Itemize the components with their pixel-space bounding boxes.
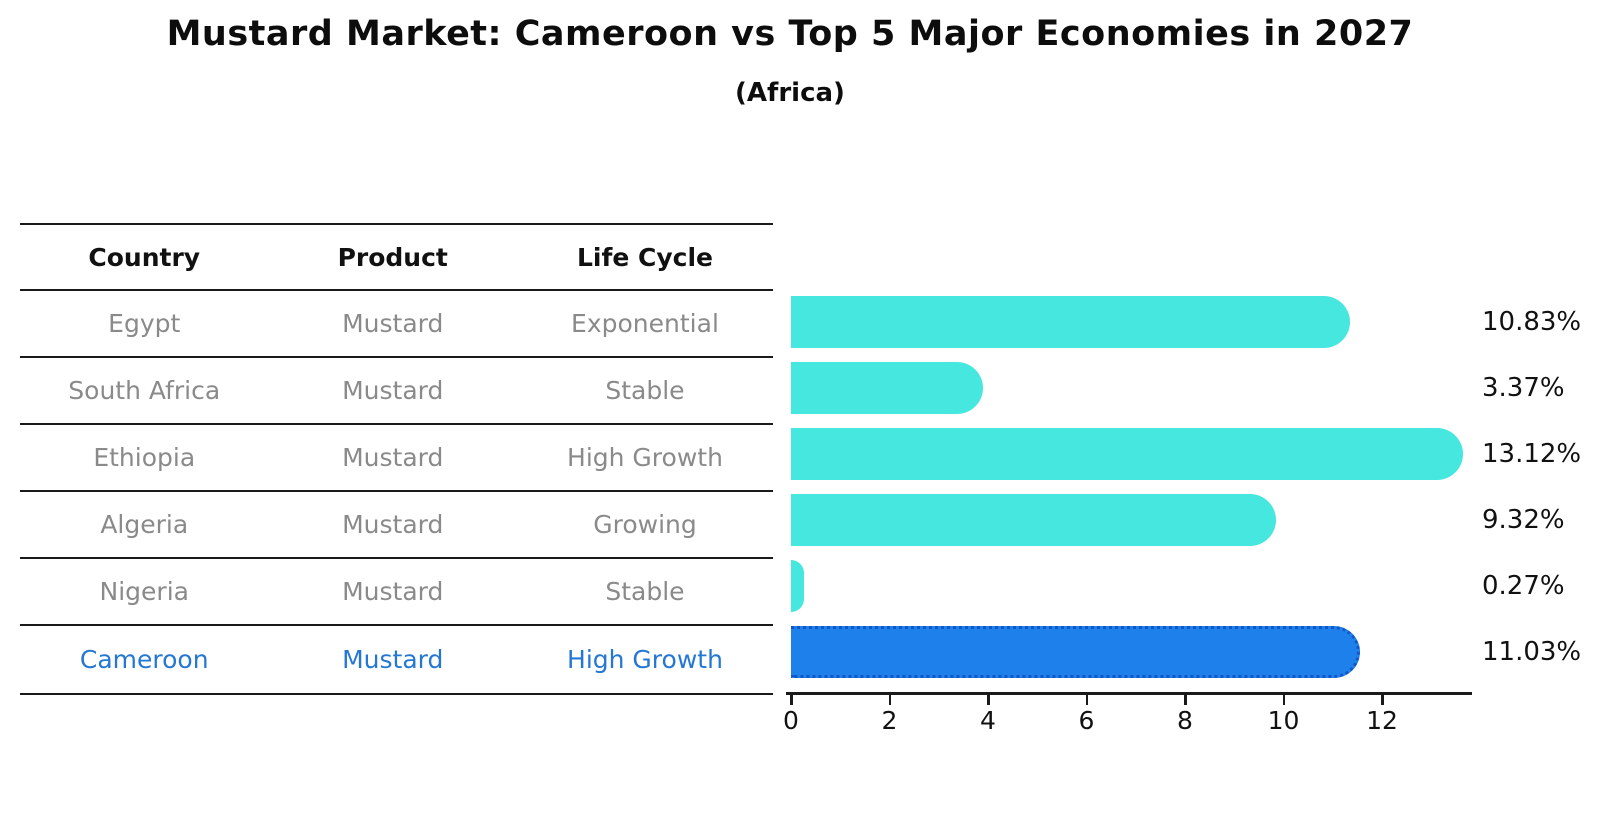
x-axis-tick-label: 6 xyxy=(1078,706,1095,735)
bar-nigeria xyxy=(791,560,805,612)
cell-product: Mustard xyxy=(342,510,444,539)
bar-south-africa xyxy=(791,362,983,414)
cell-product: Mustard xyxy=(342,309,444,338)
cell-country: South Africa xyxy=(68,376,221,405)
table-row-algeria: Algeria Mustard Growing xyxy=(20,492,773,559)
x-axis-tick-label: 4 xyxy=(980,706,996,735)
bar-value-label: 13.12% xyxy=(1482,439,1582,469)
x-axis-tick xyxy=(1381,695,1384,705)
bar-value-label: 9.32% xyxy=(1482,505,1565,535)
cell-country: Egypt xyxy=(108,309,181,338)
cell-country: Nigeria xyxy=(99,577,189,606)
table-row-ethiopia: Ethiopia Mustard High Growth xyxy=(20,425,773,492)
header-cell-life-cycle: Life Cycle xyxy=(576,242,713,272)
x-axis-tick xyxy=(1282,695,1285,705)
table-row-nigeria: Nigeria Mustard Stable xyxy=(20,559,773,626)
x-axis-tick-label: 12 xyxy=(1366,706,1398,735)
x-axis-tick xyxy=(1085,695,1088,705)
table-header-row: Country Product Life Cycle xyxy=(20,225,773,291)
bar-value-label: 0.27% xyxy=(1482,571,1565,601)
x-axis-tick-label: 0 xyxy=(783,706,799,735)
bar-egypt xyxy=(791,296,1351,348)
x-axis-tick-label: 2 xyxy=(881,706,898,735)
x-axis-tick-label: 10 xyxy=(1267,706,1300,735)
header-cell-country: Country xyxy=(88,242,201,272)
cell-country: Cameroon xyxy=(79,645,209,674)
bar-value-label: 10.83% xyxy=(1482,307,1582,337)
cell-country: Ethiopia xyxy=(93,443,196,472)
cell-life-cycle: Stable xyxy=(605,376,685,405)
table-row-egypt: Egypt Mustard Exponential xyxy=(20,291,773,358)
bar-value-label: 11.03% xyxy=(1482,637,1582,667)
x-axis-tick xyxy=(888,695,891,705)
x-axis-tick xyxy=(987,695,990,705)
cell-life-cycle: Stable xyxy=(605,577,685,606)
x-axis-tick xyxy=(1184,695,1187,705)
x-axis-tick xyxy=(790,695,793,705)
bar-ethiopia xyxy=(791,428,1464,480)
bar-cameroon xyxy=(791,626,1361,678)
cell-life-cycle: High Growth xyxy=(567,443,723,472)
cell-life-cycle: High Growth xyxy=(567,645,723,674)
chart-subtitle: (Africa) xyxy=(735,78,845,108)
cell-product: Mustard xyxy=(342,443,444,472)
x-axis-line xyxy=(786,692,1472,695)
cell-product: Mustard xyxy=(342,645,444,674)
bar-value-label: 3.37% xyxy=(1482,373,1565,403)
table-row-south-africa: South Africa Mustard Stable xyxy=(20,358,773,425)
cell-product: Mustard xyxy=(342,577,444,606)
header-cell-product: Product xyxy=(337,242,448,272)
comparison-table: Country Product Life Cycle Egypt Mustard Expo… xyxy=(20,223,773,695)
chart-title: Mustard Market: Cameroon vs Top 5 Major … xyxy=(166,14,1414,54)
cell-product: Mustard xyxy=(342,376,444,405)
cell-country: Algeria xyxy=(100,510,189,539)
x-axis-tick-label: 8 xyxy=(1177,706,1193,735)
bar-algeria xyxy=(791,494,1276,546)
cell-life-cycle: Exponential xyxy=(571,309,719,338)
table-row-cameroon: Cameroon Mustard High Growth xyxy=(20,626,773,693)
cell-life-cycle: Growing xyxy=(593,510,697,539)
